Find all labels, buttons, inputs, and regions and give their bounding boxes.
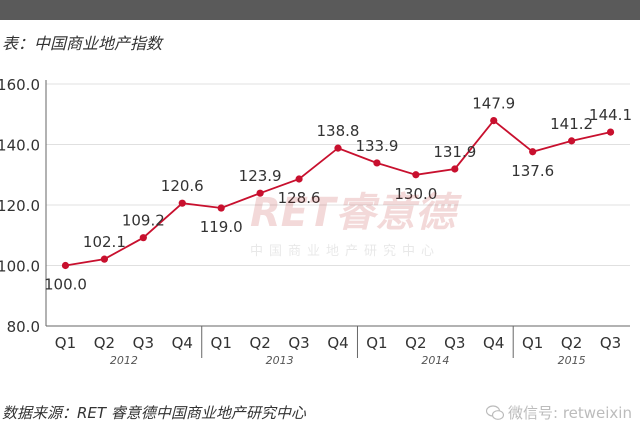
y-tick-label: 120.0: [0, 197, 40, 215]
y-tick-label: 160.0: [0, 76, 40, 94]
data-point: [451, 165, 459, 173]
data-points: [61, 117, 615, 270]
x-tick-label: Q2: [405, 334, 426, 352]
year-label: 2013: [266, 354, 294, 367]
x-tick-label: Q2: [561, 334, 582, 352]
data-label: 131.9: [433, 143, 476, 161]
data-point: [568, 137, 576, 145]
data-point: [139, 234, 147, 242]
data-label: 109.2: [122, 212, 165, 230]
source-note: 数据来源：RET 睿意德中国商业地产研究中心: [2, 404, 306, 422]
x-tick-label: Q3: [288, 334, 309, 352]
year-label: 2012: [110, 354, 138, 367]
data-point: [490, 117, 498, 125]
data-point: [256, 189, 264, 197]
data-label: 133.9: [355, 137, 398, 155]
data-labels: 100.0 102.1 109.2 120.6 119.0 123.9 128.6 138.8…: [44, 95, 632, 294]
year-label: 2015: [558, 354, 586, 367]
data-point: [217, 204, 225, 212]
wechat-icon: [486, 404, 504, 420]
data-label: 100.0: [44, 276, 87, 294]
x-tick-label: Q3: [133, 334, 154, 352]
data-label: 137.6: [511, 162, 554, 180]
top-bar: [0, 0, 640, 20]
wechat-id-text: 微信号: retweixin: [508, 404, 632, 422]
data-point: [606, 128, 615, 136]
x-tick-label: Q3: [600, 334, 621, 352]
data-point: [373, 159, 381, 167]
x-tick-label: Q2: [94, 334, 115, 352]
x-tick-label: Q1: [211, 334, 232, 352]
x-tick-label: Q3: [444, 334, 465, 352]
data-point: [178, 199, 186, 207]
x-tick-label: Q4: [327, 334, 348, 352]
data-point: [100, 255, 108, 263]
line-chart: 80.0 100.0 120.0 140.0 160.0 Q1 Q2 Q3 Q4 Q1 Q2 Q3 Q4…: [0, 76, 632, 367]
data-label: 138.8: [317, 122, 360, 140]
data-label: 123.9: [239, 167, 282, 185]
x-tick-label: Q4: [483, 334, 504, 352]
x-tick-label: Q2: [249, 334, 270, 352]
data-label: 102.1: [83, 233, 126, 251]
data-point: [334, 144, 342, 152]
axes: 80.0 100.0 120.0 140.0 160.0 Q1 Q2 Q3 Q4 Q1 Q2 Q3 Q4…: [0, 76, 630, 367]
data-point: [529, 148, 537, 156]
data-point: [295, 175, 303, 183]
wechat-id: 微信号: retweixin: [486, 402, 632, 423]
grid-lines: [46, 83, 630, 327]
x-tick-label: Q4: [172, 334, 193, 352]
x-tick-label: Q1: [522, 334, 543, 352]
data-label: 120.6: [161, 177, 204, 195]
year-label: 2014: [421, 354, 449, 367]
data-label: 141.2: [550, 115, 593, 133]
series-path: [65, 119, 611, 267]
series-line: [65, 119, 611, 267]
data-point: [412, 171, 420, 179]
data-label: 119.0: [200, 218, 243, 236]
data-label: 128.6: [278, 189, 321, 207]
x-tick-label: Q1: [366, 334, 387, 352]
data-point: [61, 261, 70, 270]
data-label: 130.0: [394, 185, 437, 203]
chart-title: 表：中国商业地产指数: [2, 34, 163, 53]
y-tick-label: 80.0: [7, 318, 40, 336]
y-tick-label: 140.0: [0, 137, 40, 155]
x-tick-label: Q1: [55, 334, 76, 352]
y-tick-label: 100.0: [0, 258, 40, 276]
data-label: 144.1: [589, 106, 632, 124]
data-label: 147.9: [472, 95, 515, 113]
